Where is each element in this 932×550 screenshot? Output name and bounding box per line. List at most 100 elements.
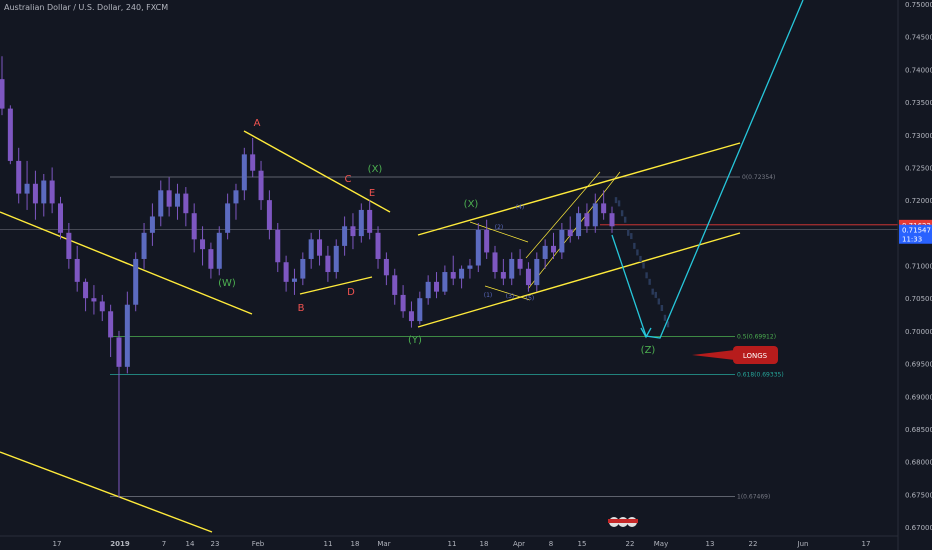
- time-axis[interactable]: 17 2019 7 14 23 Feb 11 18 Mar 11 18 Apr 8 15 22 May 13 22…: [0, 535, 898, 548]
- candle: [291, 278, 297, 282]
- candle: [191, 213, 197, 240]
- price-axis-marker: [899, 224, 932, 235]
- price-tick-label: 0.75000: [905, 1, 932, 9]
- projection-candle: [663, 314, 667, 321]
- price-tick-label: 0.70000: [905, 328, 932, 336]
- candle: [567, 229, 573, 237]
- candle: [542, 245, 548, 259]
- candle: [174, 193, 180, 207]
- time-tick-label: Jun: [797, 540, 809, 548]
- flag-stripe: [608, 519, 638, 523]
- price-tick-label: 0.72000: [905, 197, 932, 205]
- trendline: [527, 171, 621, 290]
- candle: [225, 203, 231, 233]
- projection-candle: [630, 233, 633, 240]
- candle: [375, 232, 381, 259]
- trendline: [243, 130, 391, 213]
- chart-extras: LONGS: [608, 346, 778, 527]
- time-tick-label: 7: [162, 540, 166, 548]
- candle: [467, 265, 473, 269]
- fib-level-label: 1(0.67469): [737, 493, 770, 500]
- projection-arrowhead: [640, 327, 652, 339]
- symbol-title: Australian Dollar / U.S. Dollar, 240, FX…: [4, 3, 169, 12]
- time-tick-label: 11: [448, 540, 457, 548]
- candle: [584, 213, 590, 227]
- time-tick-label: 11: [324, 540, 333, 548]
- candle: [350, 226, 356, 237]
- candle: [484, 229, 490, 253]
- candle: [525, 268, 531, 286]
- trendline: [0, 451, 213, 533]
- price-axis-marker-label: 0.71547: [902, 227, 931, 235]
- projection-path[interactable]: [611, 0, 804, 339]
- projection-candle: [648, 278, 651, 285]
- projection-path-line: [611, 0, 804, 339]
- candle: [392, 275, 398, 295]
- trendline: [417, 232, 741, 328]
- projection-candle: [639, 255, 642, 262]
- candle: [41, 180, 47, 204]
- price-axis[interactable]: 0.75000 0.74500 0.74000 0.73500 0.73000 0.725…: [897, 0, 932, 550]
- candle: [283, 262, 289, 282]
- candle: [408, 311, 414, 322]
- price-axis-marker: [899, 233, 932, 244]
- wave-label: (3): [506, 293, 515, 300]
- candle: [124, 304, 130, 367]
- price-axis-marker-label: 11:33: [902, 236, 922, 244]
- wave-label: (2): [495, 224, 504, 231]
- projection-candle: [617, 200, 621, 207]
- time-tick-label: 22: [749, 540, 758, 548]
- candle: [517, 258, 523, 269]
- wave-label: (X): [464, 199, 479, 210]
- price-tick-label: 0.74500: [905, 34, 932, 42]
- time-tick-label: Mar: [377, 540, 390, 548]
- time-tick-label: 22: [626, 540, 635, 548]
- projection-candle: [657, 298, 661, 305]
- price-tick-label: 0.73500: [905, 99, 932, 107]
- candle: [475, 229, 481, 266]
- wave-labels: A B C D E (W) (X) (Y) (X) (Z) (1) (2) (3) (4) (5): [218, 118, 655, 356]
- trendlines[interactable]: [0, 130, 741, 533]
- candle: [500, 272, 506, 279]
- candle: [233, 190, 239, 204]
- candle: [601, 203, 607, 214]
- candle: [57, 203, 63, 233]
- candle: [459, 268, 465, 279]
- fib-level-label: 0.618(0.69335): [737, 371, 784, 378]
- fibonacci-retracement[interactable]: 0(0.72354) 0.5(0.69912) 0.618(0.69335) 1(0.…: [0, 174, 898, 500]
- candle: [99, 301, 105, 312]
- wave-label: (X): [368, 164, 383, 175]
- candle: [308, 239, 314, 259]
- candle: [158, 190, 164, 217]
- wave-label: (5): [526, 295, 535, 302]
- trendline: [0, 211, 253, 315]
- time-tick-label: 14: [186, 540, 195, 548]
- wave-label: B: [298, 303, 305, 314]
- candle: [275, 229, 281, 263]
- candle: [0, 79, 5, 109]
- candle: [551, 245, 557, 253]
- events-flag-icon: [608, 517, 638, 527]
- time-tick-label: 17: [53, 540, 62, 548]
- projection-candle: [636, 249, 639, 256]
- candle: [83, 281, 89, 299]
- candle: [442, 272, 448, 292]
- candle: [166, 190, 172, 207]
- candle: [325, 255, 331, 273]
- time-tick-label: 17: [862, 540, 871, 548]
- candle: [141, 232, 147, 259]
- candle: [534, 258, 540, 286]
- candle: [250, 154, 256, 171]
- price-tick-label: 0.72500: [905, 164, 932, 172]
- candle: [417, 298, 423, 322]
- price-tick-label: 0.68000: [905, 459, 932, 467]
- trendline: [484, 285, 531, 301]
- candle: [592, 203, 598, 227]
- projection-candle: [651, 288, 654, 295]
- wave-label: (Y): [408, 335, 422, 346]
- price-tick-label: 0.73000: [905, 132, 932, 140]
- time-tick-label: 13: [706, 540, 715, 548]
- candle: [609, 213, 615, 227]
